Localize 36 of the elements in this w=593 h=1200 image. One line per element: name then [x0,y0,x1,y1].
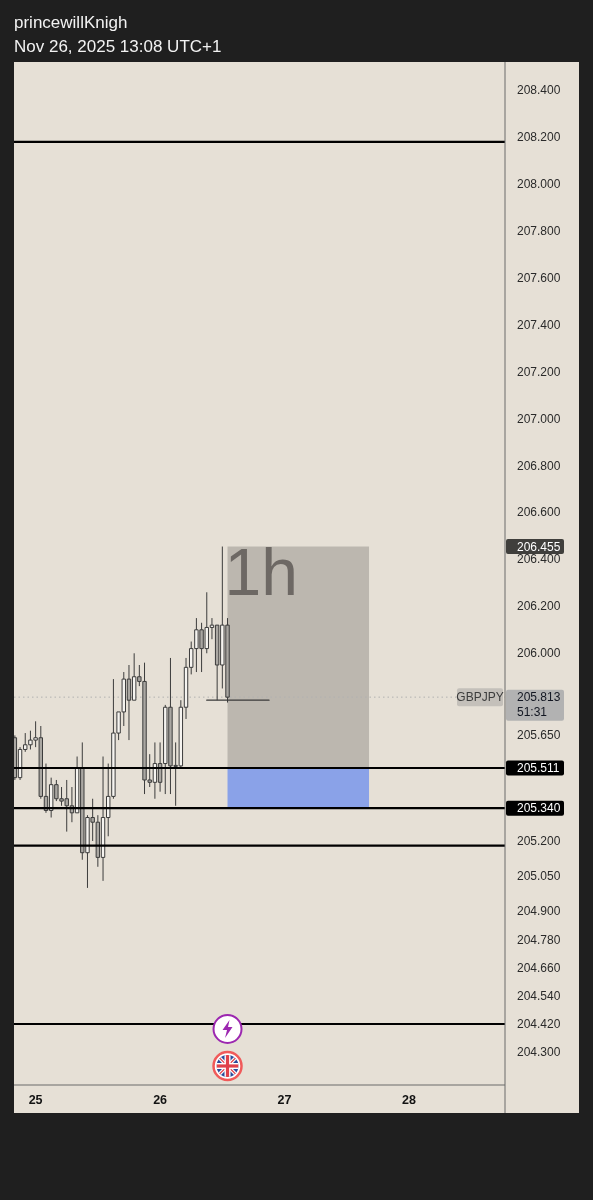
y-tick-label: 204.300 [517,1045,561,1060]
y-tick-label: 204.540 [517,988,561,1003]
y-tick-label: 206.000 [517,646,561,661]
y-tick-label: 207.600 [517,270,561,285]
y-tick-label: 207.000 [517,411,561,426]
ref-line-label: 205.340 [517,801,561,816]
chart-subtitle: Nov 26, 2025 13:08 UTC+1 [14,37,222,56]
y-tick-label: 206.600 [517,505,561,520]
y-tick-label: 206.800 [517,458,561,473]
y-tick-label: 207.400 [517,317,561,332]
y-tick-label: 207.200 [517,364,561,379]
y-tick-label: 206.200 [517,599,561,614]
x-tick-label: 28 [402,1093,417,1107]
y-tick-label: 204.660 [517,960,561,975]
y-tick-label: 207.800 [517,223,561,238]
x-tick-label: 26 [153,1093,168,1107]
y-tick-label: 205.200 [517,833,561,848]
y-tick-label: 206.455 [517,539,561,554]
y-tick-label: 205.650 [517,728,561,743]
y-tick-label: 204.900 [517,904,561,919]
y-tick-label: 208.400 [517,83,561,98]
chart-title: princewillKnigh [14,13,128,32]
y-tick-label: 204.420 [517,1017,561,1031]
ref-line-label: 205.813 [517,690,561,705]
y-tick-label: 208.200 [517,130,561,145]
annotation: 1h [224,534,298,609]
y-tick-label: 208.000 [517,177,561,192]
x-tick-label: 27 [277,1093,292,1107]
x-tick-label: 25 [28,1093,43,1107]
y-tick-label: 206.400 [517,552,561,567]
text: GBPJPY [456,690,504,705]
y-tick-label: 204.780 [517,932,561,947]
y-tick-label: 205.050 [517,869,561,884]
text: 51:31 [517,705,548,720]
candlestick [14,734,18,781]
ref-line-label: 205.511 [517,761,560,776]
